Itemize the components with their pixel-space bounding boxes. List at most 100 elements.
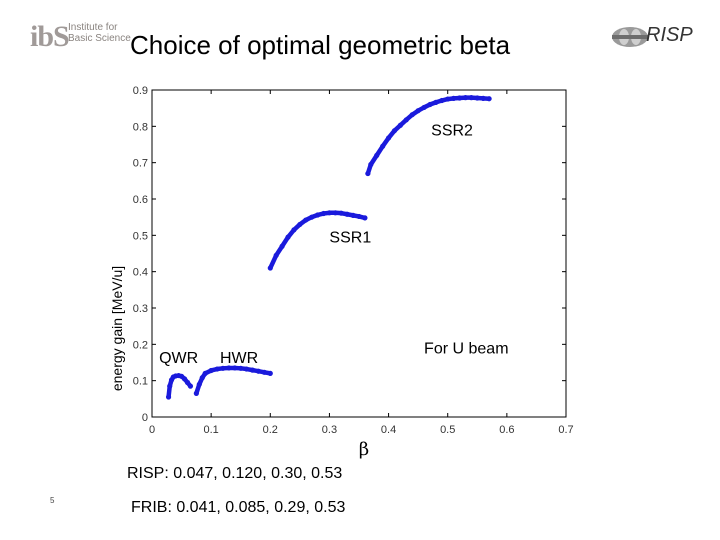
y-tick-label: 0.5 <box>133 230 148 242</box>
data-point <box>326 210 333 216</box>
y-tick-label: 0.6 <box>133 194 148 206</box>
data-point <box>297 221 303 228</box>
data-point <box>468 95 474 101</box>
x-tick-label: 0.4 <box>381 424 396 436</box>
x-tick-label: 0.5 <box>440 424 455 436</box>
annotation-label: HWR <box>220 350 258 367</box>
annotation-label: SSR1 <box>329 230 371 247</box>
data-point <box>462 95 469 101</box>
data-point <box>374 152 380 158</box>
y-axis-label: energy gain [MeV/u] <box>109 266 125 391</box>
data-point <box>368 161 374 168</box>
data-point <box>184 379 191 386</box>
page-number: 5 <box>50 496 55 505</box>
data-point <box>255 368 262 374</box>
risp-beta-caption: RISP: 0.047, 0.120, 0.30, 0.53 <box>127 465 343 482</box>
chart-labels: 0 0.1 0.2 0.3 0.4 0.5 0.6 0.7 0 0.1 0.2 0.3 0.4 0.5 0.… <box>109 85 574 460</box>
y-tick-label: 0.3 <box>133 303 148 315</box>
data-point <box>291 227 297 233</box>
series-line-ssr2 <box>365 95 492 176</box>
annotation-label: QWR <box>159 350 198 367</box>
data-point <box>199 375 205 381</box>
cavity-icon <box>612 27 648 47</box>
x-tick-label: 0.1 <box>203 424 218 436</box>
y-tick-label: 0.1 <box>133 376 148 388</box>
series-qwr <box>165 372 194 400</box>
x-tick-label: 0.7 <box>558 424 573 436</box>
x-tick-label: 0.6 <box>499 424 514 436</box>
data-point <box>486 96 492 102</box>
data-point <box>220 365 226 371</box>
data-point <box>193 390 199 396</box>
data-point <box>226 365 232 371</box>
data-marks <box>165 95 492 400</box>
series-ssr1 <box>267 210 368 271</box>
ibs-logo-line1: Institute for <box>68 22 118 33</box>
data-point <box>267 370 273 376</box>
data-point <box>238 365 244 371</box>
y-tick-label: 0.9 <box>133 85 148 97</box>
data-point <box>309 214 315 220</box>
data-point <box>385 135 392 141</box>
data-point <box>303 217 309 223</box>
data-point <box>196 381 202 387</box>
data-point <box>474 95 480 101</box>
y-tick-label: 0.2 <box>133 339 148 351</box>
data-point <box>439 97 445 104</box>
risp-logo: RISP <box>610 16 710 56</box>
y-tick-label: 0.8 <box>133 121 148 133</box>
data-point <box>409 112 415 118</box>
data-point <box>397 122 403 128</box>
data-point <box>421 104 427 111</box>
data-point <box>320 210 327 217</box>
data-point <box>285 234 291 240</box>
data-point <box>365 170 371 177</box>
data-point <box>332 210 338 216</box>
x-tick-label: 0.3 <box>322 424 337 436</box>
data-point <box>202 370 208 376</box>
data-point <box>338 210 344 216</box>
data-point <box>380 143 386 149</box>
risp-logo-text: RISP <box>646 24 693 46</box>
y-tick-label: 0.7 <box>133 158 148 170</box>
data-point <box>403 117 409 123</box>
data-point <box>187 383 194 389</box>
data-point <box>427 101 433 108</box>
data-point <box>167 383 173 389</box>
data-point <box>232 365 238 371</box>
data-point <box>350 212 356 218</box>
x-tick-label: 0 <box>149 424 155 436</box>
data-point <box>273 252 279 258</box>
data-point <box>356 213 362 220</box>
data-point <box>391 128 398 134</box>
data-point <box>165 394 172 400</box>
slide-title: Choice of optimal geometric beta <box>130 30 511 60</box>
data-point <box>433 99 439 105</box>
ibs-logo-text: Institute for Basic Science <box>68 22 131 44</box>
data-point <box>249 367 256 373</box>
x-axis-label: β <box>359 439 369 460</box>
data-point <box>456 95 463 101</box>
series-ssr2 <box>365 95 492 177</box>
data-point <box>181 376 188 382</box>
data-point <box>480 95 486 101</box>
data-point <box>362 215 368 221</box>
annotation-label: SSR2 <box>431 122 473 139</box>
data-point <box>344 211 350 217</box>
ibs-logo-line2: Basic Science <box>68 33 131 44</box>
data-point <box>208 367 214 374</box>
data-point <box>279 243 285 249</box>
x-tick-label: 0.2 <box>263 424 278 436</box>
y-tick-label: 0 <box>142 412 148 424</box>
data-point <box>451 95 457 101</box>
y-tick-label: 0.4 <box>133 267 148 279</box>
plot-frame <box>151 89 567 418</box>
axes <box>151 89 567 418</box>
data-point <box>415 108 421 114</box>
ibs-logo: ibS Institute for Basic Science <box>30 18 140 54</box>
data-point <box>214 366 220 372</box>
annotation-label: For U beam <box>424 340 508 357</box>
data-point <box>445 96 451 102</box>
data-point <box>315 212 321 218</box>
